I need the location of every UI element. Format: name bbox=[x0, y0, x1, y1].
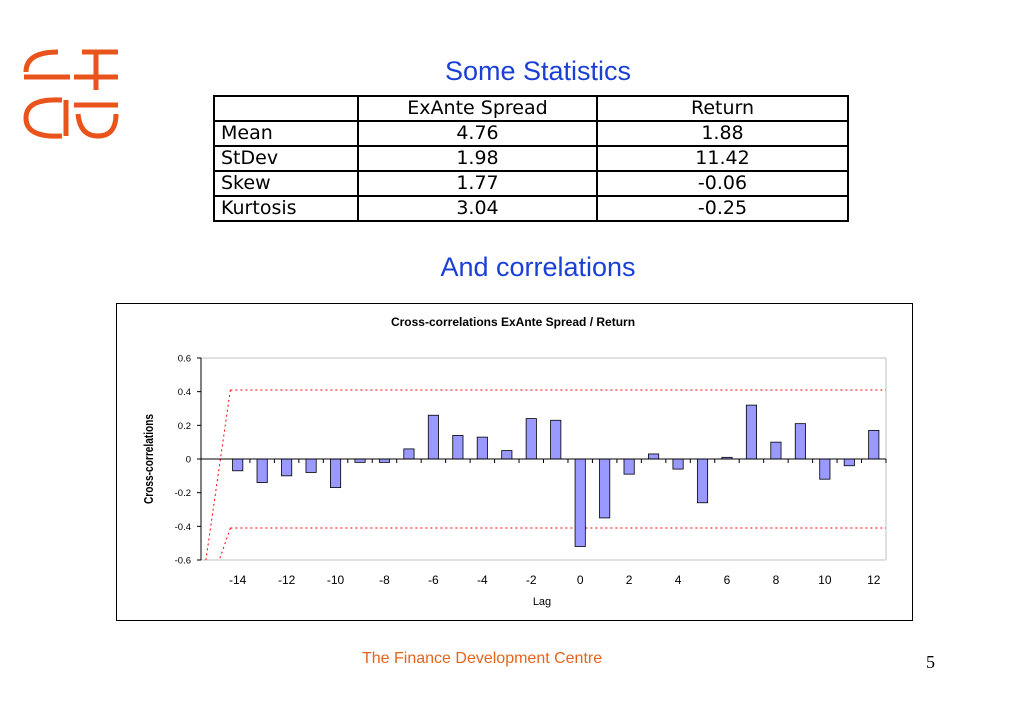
y-tick-label: -0.4 bbox=[175, 522, 191, 533]
logo-u bbox=[75, 113, 119, 139]
logo-c bbox=[23, 97, 63, 139]
cell-return: 1.88 bbox=[596, 120, 849, 147]
plot-area: 0.6 0.4 0.2 0 -0.2 -0.4 -0.6 -14 -12 -10 -8 -6 -4 -2 0… bbox=[175, 354, 887, 587]
bar bbox=[868, 429, 880, 460]
footer-text: The Finance Development Centre bbox=[362, 650, 603, 667]
bar bbox=[648, 453, 660, 460]
table-header-spread: ExAnte Spread bbox=[357, 95, 598, 122]
x-tick-label: 2 bbox=[626, 573, 633, 587]
bar bbox=[574, 458, 586, 547]
x-tick-label: -4 bbox=[477, 573, 488, 587]
bar bbox=[696, 458, 709, 504]
statistics-table: ExAnte Spread Return Mean 4.76 1.88 StDe… bbox=[213, 95, 849, 222]
bar bbox=[403, 448, 415, 460]
bar bbox=[281, 458, 293, 477]
bar bbox=[623, 458, 635, 475]
cell-spread: 3.04 bbox=[357, 195, 598, 222]
row-label: Skew bbox=[213, 170, 359, 197]
table-header-row: ExAnte Spread Return bbox=[213, 95, 849, 122]
x-tick-label: -8 bbox=[379, 573, 390, 587]
cell-return: 11.42 bbox=[596, 145, 849, 172]
bar bbox=[672, 458, 684, 470]
y-tick-label: 0.4 bbox=[178, 387, 191, 398]
bar bbox=[525, 418, 537, 460]
table-header-corner bbox=[213, 95, 359, 122]
bar bbox=[819, 458, 831, 480]
bar bbox=[427, 414, 439, 460]
bar bbox=[476, 436, 488, 460]
bar bbox=[501, 450, 513, 460]
y-axis-label: Cross-correlations bbox=[142, 414, 156, 504]
bar bbox=[452, 435, 464, 460]
x-tick-label: 12 bbox=[867, 573, 881, 587]
page-number: 5 bbox=[926, 652, 935, 672]
cell-spread: 1.98 bbox=[357, 145, 598, 172]
x-tick-label: -2 bbox=[526, 573, 537, 587]
table-row: Mean 4.76 1.88 bbox=[213, 120, 849, 147]
bar bbox=[305, 458, 317, 473]
row-label: StDev bbox=[213, 145, 359, 172]
x-tick-label: -14 bbox=[229, 573, 247, 587]
table-row: Skew 1.77 -0.06 bbox=[213, 170, 849, 197]
cell-spread: 1.77 bbox=[357, 170, 598, 197]
slide-subtitle: And correlations bbox=[440, 252, 636, 282]
chart-title: Cross-correlations ExAnte Spread / Retur… bbox=[391, 315, 635, 329]
bar bbox=[794, 423, 806, 460]
x-tick-label: 0 bbox=[577, 573, 584, 587]
x-tick-label: 8 bbox=[773, 573, 780, 587]
cell-return: -0.25 bbox=[596, 195, 849, 222]
x-tick-label: -6 bbox=[428, 573, 439, 587]
upper-band-slope bbox=[205, 389, 231, 561]
x-tick-label: 10 bbox=[818, 573, 832, 587]
bar bbox=[770, 441, 782, 460]
y-tick-label: 0.2 bbox=[178, 421, 191, 432]
y-tick-label: -0.2 bbox=[175, 488, 191, 499]
table-row: Kurtosis 3.04 -0.25 bbox=[213, 195, 849, 222]
slide-title: Some Statistics bbox=[444, 56, 632, 86]
x-tick-label: -12 bbox=[278, 573, 296, 587]
x-axis-label: Lag bbox=[533, 596, 551, 608]
lower-band-slope bbox=[218, 527, 231, 561]
row-label: Mean bbox=[213, 120, 359, 147]
cell-spread: 4.76 bbox=[357, 120, 598, 147]
bar bbox=[330, 458, 342, 489]
logo-s-top bbox=[23, 49, 59, 73]
x-tick-label: 4 bbox=[675, 573, 682, 587]
bar bbox=[599, 458, 611, 519]
y-tick-label: 0.6 bbox=[178, 354, 191, 365]
chart-frame: Cross-correlations ExAnte Spread / Retur… bbox=[116, 303, 913, 621]
bar bbox=[232, 458, 244, 472]
fdc-logo bbox=[23, 49, 119, 139]
y-tick-label: 0 bbox=[186, 455, 191, 466]
row-label: Kurtosis bbox=[213, 195, 359, 222]
bar bbox=[843, 458, 855, 467]
bar bbox=[745, 404, 757, 460]
cell-return: -0.06 bbox=[596, 170, 849, 197]
table-row: StDev 1.98 11.42 bbox=[213, 145, 849, 172]
bar bbox=[354, 458, 366, 463]
x-tick-label: 6 bbox=[724, 573, 731, 587]
bar bbox=[256, 458, 268, 483]
x-tick-label: -10 bbox=[327, 573, 345, 587]
bar bbox=[550, 419, 562, 460]
y-tick-label: -0.6 bbox=[175, 556, 191, 567]
table-header-return: Return bbox=[596, 95, 849, 122]
bar bbox=[378, 458, 391, 463]
cross-correlation-chart: Cross-correlations ExAnte Spread / Retur… bbox=[142, 315, 887, 608]
